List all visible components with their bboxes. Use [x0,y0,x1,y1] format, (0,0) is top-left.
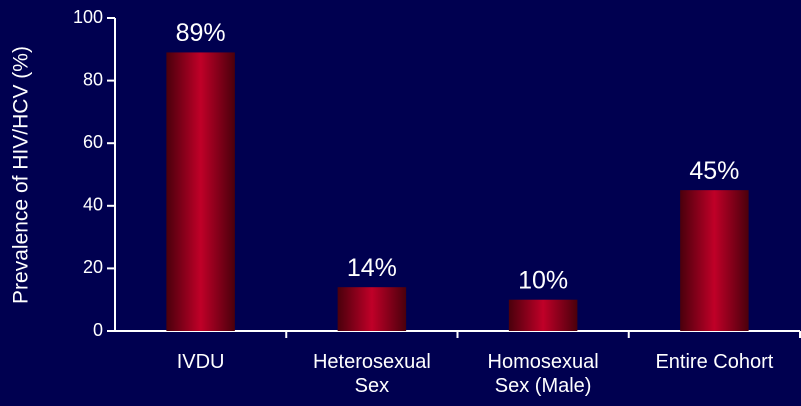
y-axis-label: Prevalence of HIV/HCV (%) [10,46,33,304]
x-tick-label-line: Heterosexual [313,351,431,373]
bar [680,190,749,331]
x-tick-label-line: Sex (Male) [495,375,592,397]
value-label: 45% [689,157,739,185]
x-tick-label-line: Homosexual [488,351,599,373]
value-label: 10% [518,266,568,294]
x-tick-label: Heterosexual Sex [313,351,431,397]
x-tick-label: Homosexual Sex (Male) [488,351,599,397]
y-tick-label: 60 [83,132,103,152]
bar [337,287,407,331]
x-tick-label-line: Entire Cohort [655,351,773,373]
y-tick-label: 0 [93,320,103,340]
y-tick-label: 80 [83,69,103,89]
value-label: 14% [347,254,397,282]
x-tick-label: IVDU [177,351,225,373]
y-tick-label: 40 [83,195,103,215]
bar [166,52,235,332]
x-tick-label-line: Sex [355,375,389,397]
bar [508,299,578,331]
x-tick-label-line: IVDU [177,351,225,373]
value-label: 89% [176,19,226,47]
y-tick-label: 20 [83,257,103,277]
y-tick-label: 100 [73,7,103,27]
x-tick-label: Entire Cohort [655,351,773,373]
